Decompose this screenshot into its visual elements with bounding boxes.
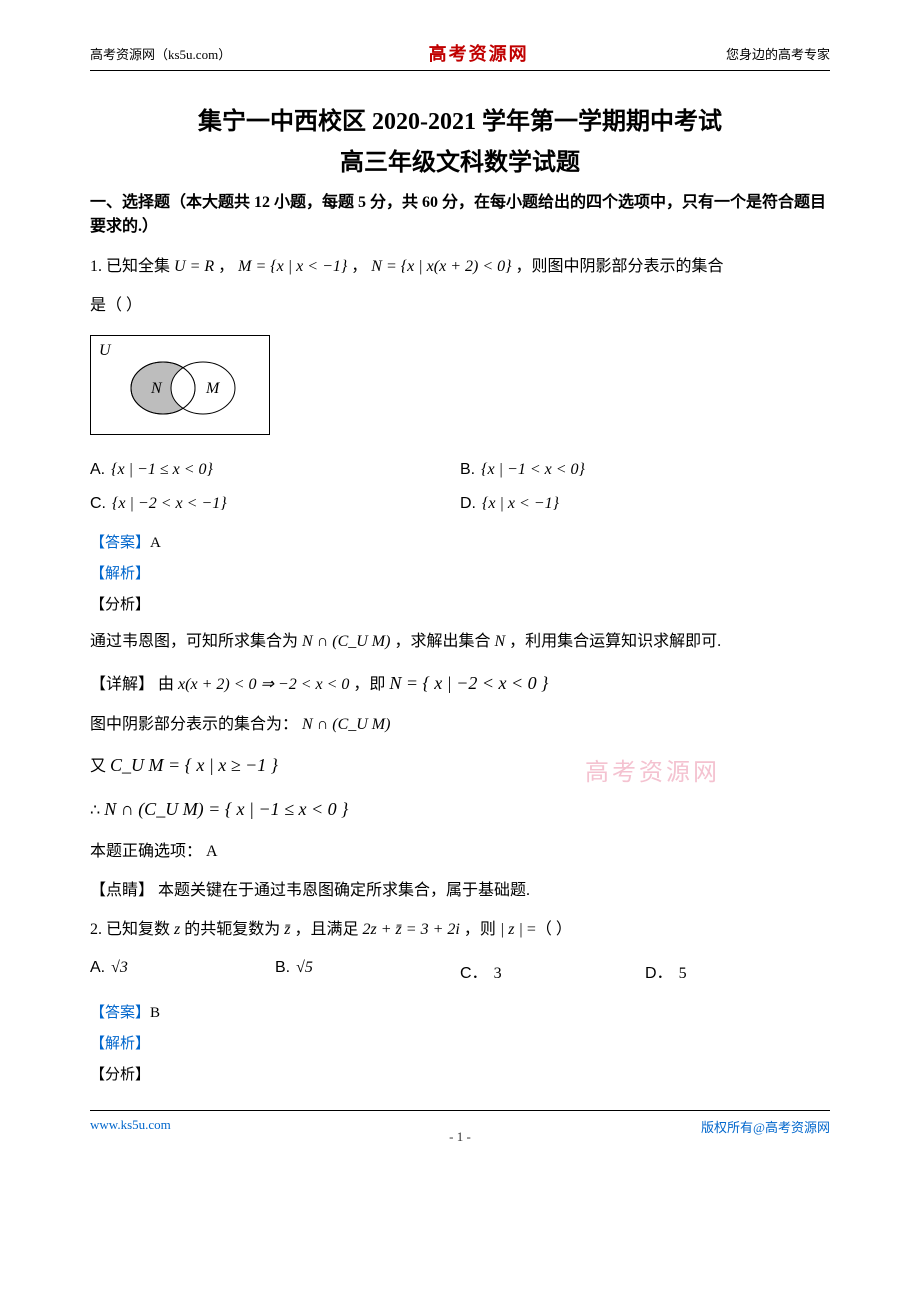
q1-detail-l4: ∴ N ∩ (C_U M) = { x | −1 ≤ x < 0 } [90,790,830,830]
q1-stem-post: ，则图中阴影部分表示的集合 [516,258,724,275]
page-header: 高考资源网（ks5u.com） 高考资源网 您身边的高考专家 [90,40,830,71]
q2-stem-mid2: ，且满足 [295,921,363,938]
q1-expr-u: U = R [174,258,214,275]
q1-fenxi-text: 通过韦恩图，可知所求集合为 N ∩ (C_U M) ，求解出集合 N ，利用集合… [90,624,830,659]
q2-expr: 2z + z̄ = 3 + 2i [363,921,460,938]
venn-svg: N M [91,336,271,436]
q1-option-b-text: {x | −1 < x < 0} [481,461,585,478]
q1-detail-l1-e2: N = { x | −2 < x < 0 } [389,673,548,693]
q2-stem-post: =（ ） [527,921,572,938]
q1-option-a: A.{x | −1 ≤ x < 0} [90,453,460,487]
q1-option-a-text: {x | −1 ≤ x < 0} [111,461,213,478]
q1-dianjing: 【点睛】 本题关键在于通过韦恩图确定所求集合，属于基础题. [90,873,830,908]
q1-option-b: B.{x | −1 < x < 0} [460,453,830,487]
q1-fenxi-label: 【分析】 [90,593,830,614]
q2-number: 2. [90,921,102,938]
q1-detail-l1-e1: x(x + 2) < 0 ⇒ −2 < x < 0 [178,676,349,693]
q1-comma2: ， [351,258,371,275]
q1-fenxi-pre: 通过韦恩图，可知所求集合为 [90,633,298,650]
q2-options: A.√3 B.√5 C．3 D．5 [90,951,830,991]
q2-option-c: C．3 [460,951,645,991]
q2-option-c-text: 3 [494,965,502,982]
header-right: 您身边的高考专家 [726,44,830,63]
q1-detail-l4-pre: ∴ [90,802,104,819]
q2-z: z [174,921,180,938]
q1-detail-l5: 本题正确选项： A [90,834,830,869]
q1-options: A.{x | −1 ≤ x < 0} B.{x | −1 < x < 0} C.… [90,453,830,521]
venn-label-m: M [205,380,221,397]
q2-option-d: D．5 [645,951,830,991]
q2-answer: B [150,1005,160,1021]
section-heading: 一、选择题（本大题共 12 小题，每题 5 分，共 60 分，在每小题给出的四个… [90,191,830,239]
q2-answer-label: 【答案】 [90,1005,150,1021]
q1-detail-l3-e: C_U M = { x | x ≥ −1 } [110,755,278,775]
q2-option-d-text: 5 [679,965,687,982]
q1-dianjing-label: 【点睛】 [90,882,154,899]
page-footer: www.ks5u.com - 1 - 版权所有@高考资源网 [90,1110,830,1136]
q2-option-b-text: √5 [296,959,313,976]
venn-label-n: N [150,380,163,397]
q2-stem-mid3: ，则 [464,921,500,938]
doc-title-line1: 集宁一中西校区 2020-2021 学年第一学期期中考试 [90,101,830,136]
q1-stem-tail: 是（ ） [90,288,830,323]
q2-zbar: z̄ [284,921,290,938]
q2-answer-line: 【答案】B [90,1001,830,1022]
q2-stem: 2. 已知复数 z 的共轭复数为 z̄ ，且满足 2z + z̄ = 3 + 2… [90,912,830,947]
q1-dianjing-text: 本题关键在于通过韦恩图确定所求集合，属于基础题. [158,882,530,899]
q1-fenxi-post: ，利用集合运算知识求解即可. [509,633,721,650]
footer-left: www.ks5u.com [90,1117,171,1136]
q1-stem: 1. 已知全集 U = R ， M = {x | x < −1} ， N = {… [90,249,830,284]
q1-fenxi-n: N [494,633,505,650]
q2-analysis-label: 【解析】 [90,1032,830,1053]
q1-option-d: D.{x | x < −1} [460,487,830,521]
q1-detail-l3: 又 C_U M = { x | x ≥ −1 } [90,746,830,786]
q1-fenxi-mid: ，求解出集合 [394,633,494,650]
q1-venn-diagram: U N M [90,335,270,435]
q1-expr-m: M = {x | x < −1} [238,258,347,275]
q1-option-c: C.{x | −2 < x < −1} [90,487,460,521]
q1-answer-line: 【答案】A [90,531,830,552]
footer-right: 版权所有@高考资源网 [701,1117,830,1136]
q2-stem-mid1: 的共轭复数为 [184,921,284,938]
q1-option-c-text: {x | −2 < x < −1} [112,495,227,512]
q1-answer: A [150,535,161,551]
q1-stem-pre: 已知全集 [106,258,170,275]
q1-option-d-text: {x | x < −1} [482,495,559,512]
q1-detail-l2-e: N ∩ (C_U M) [302,716,390,733]
q1-comma1: ， [218,258,238,275]
q2-option-b: B.√5 [275,951,460,991]
q1-analysis-label: 【解析】 [90,562,830,583]
footer-page-number: - 1 - [449,1129,471,1145]
q2-fenxi-label: 【分析】 [90,1063,830,1084]
q2-option-a-text: √3 [111,959,128,976]
answer-label: 【答案】 [90,535,150,551]
q1-detail-label: 【详解】 [90,676,154,693]
doc-title-line2: 高三年级文科数学试题 [90,142,830,177]
q1-detail-l5-ans: A [206,843,218,860]
q2-stem-pre: 已知复数 [106,921,174,938]
q1-expr-n: N = {x | x(x + 2) < 0} [371,258,511,275]
header-left: 高考资源网（ks5u.com） [90,44,231,63]
q2-absz: | z | [500,921,523,938]
q2-option-a: A.√3 [90,951,275,991]
q1-detail-l2-pre: 图中阴影部分表示的集合为： [90,716,298,733]
q1-detail-l1: 【详解】 由 x(x + 2) < 0 ⇒ −2 < x < 0 ，即 N = … [90,664,830,704]
q1-detail-l4-e: N ∩ (C_U M) = { x | −1 ≤ x < 0 } [104,799,348,819]
q1-detail-l2: 图中阴影部分表示的集合为： N ∩ (C_U M) [90,707,830,742]
header-center-logo: 高考资源网 [429,40,529,66]
q1-detail-l1-mid: ，即 [353,676,389,693]
q1-number: 1. [90,258,102,275]
q1-detail-l3-pre: 又 [90,758,110,775]
q1-detail-l1-pre: 由 [158,676,178,693]
q1-fenxi-expr1: N ∩ (C_U M) [302,633,390,650]
q1-detail-l5-text: 本题正确选项： [90,843,202,860]
